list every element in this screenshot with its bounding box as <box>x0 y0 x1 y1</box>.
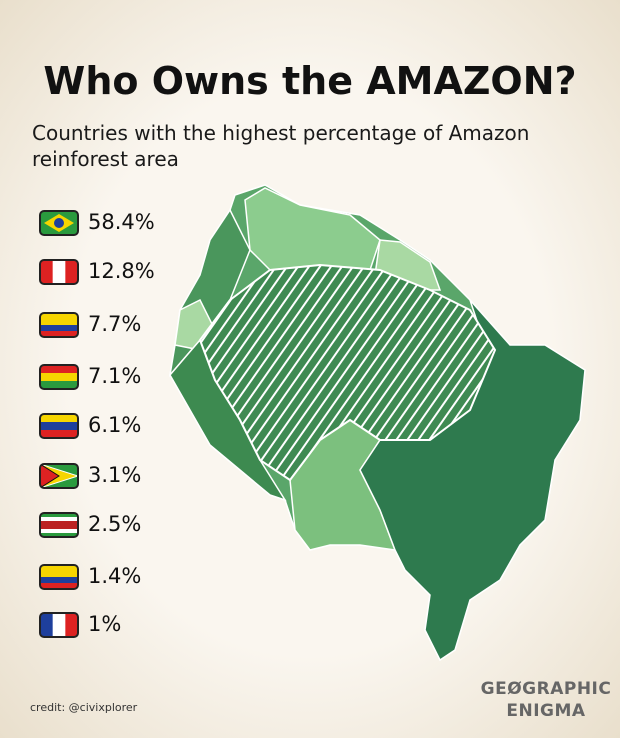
flag-border <box>39 612 79 638</box>
flag <box>40 414 78 438</box>
flag-border <box>39 512 79 538</box>
percentage: 12.8% <box>88 259 155 283</box>
percentage: 7.1% <box>88 364 141 388</box>
percentage: 3.1% <box>88 463 141 487</box>
flag-border <box>39 259 79 285</box>
flag <box>40 260 78 284</box>
flag <box>40 365 78 389</box>
map <box>168 184 586 662</box>
flag-border <box>39 564 79 590</box>
flag <box>40 464 78 488</box>
percentage: 7.7% <box>88 312 141 336</box>
title: Who Owns the AMAZON? <box>43 59 576 103</box>
percentage: 6.1% <box>88 413 141 437</box>
flag <box>40 211 78 235</box>
flag <box>40 513 78 537</box>
flag <box>40 613 78 637</box>
brand: GEØGRAPHIC <box>481 679 612 699</box>
percentage: 1.4% <box>88 564 141 588</box>
percentage: 58.4% <box>88 210 155 234</box>
flag <box>40 313 78 337</box>
percentage: 1% <box>88 612 121 636</box>
credit: credit: @civixplorer <box>30 701 138 714</box>
brand: ENIGMA <box>506 701 586 721</box>
legend: 58.4% 12.8% 7.7% 7.1% 6.1% 3.1% 2.5% 1.4% 1% <box>39 210 155 638</box>
subtitle: Countries with the highest percentage of… <box>32 121 529 145</box>
region <box>244 187 381 271</box>
subtitle: reinforest area <box>32 147 179 171</box>
flag-border <box>39 312 79 338</box>
amazon-area <box>198 263 497 482</box>
flag-border <box>39 364 79 390</box>
flag-border <box>39 413 79 439</box>
flag-border <box>39 210 79 236</box>
flag <box>40 565 78 589</box>
flag-border <box>39 463 79 489</box>
percentage: 2.5% <box>88 512 141 536</box>
